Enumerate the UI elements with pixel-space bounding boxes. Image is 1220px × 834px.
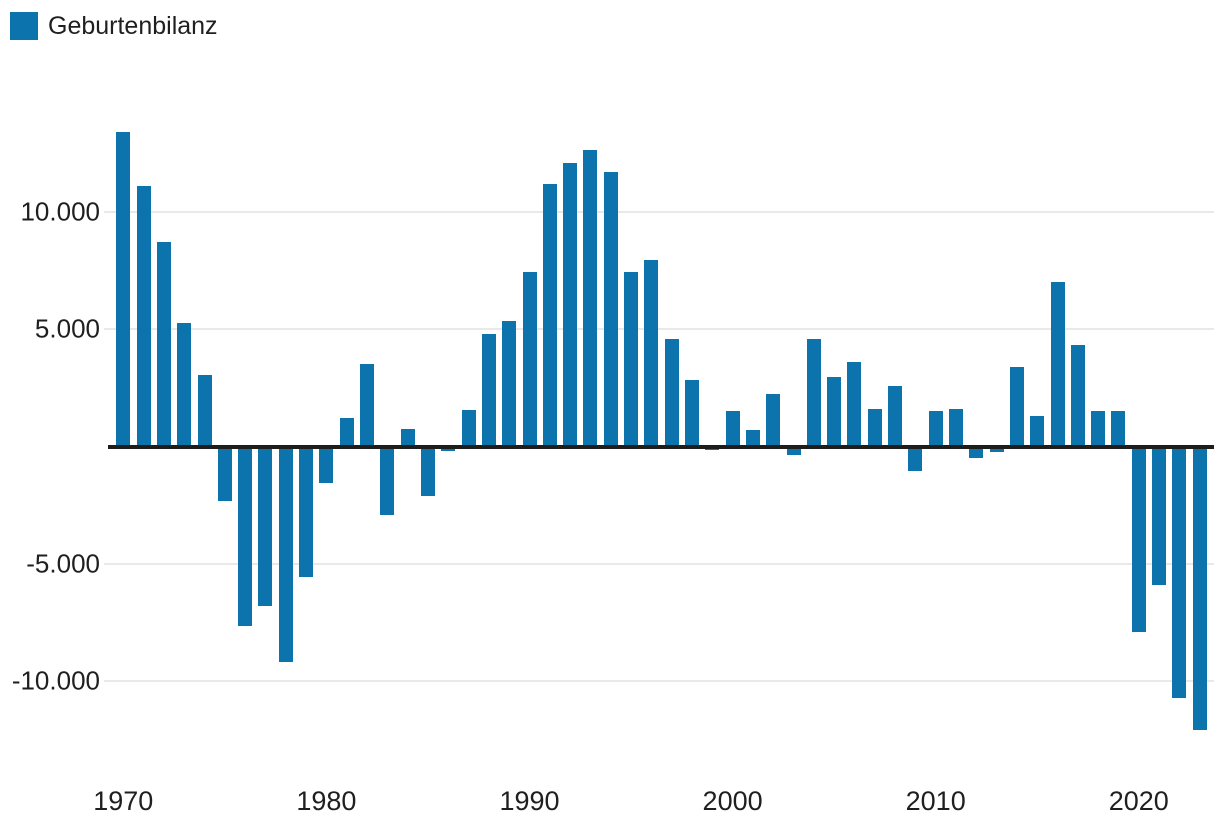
bar-1982 [360, 364, 375, 447]
bar-1977 [258, 446, 273, 607]
bar-1984 [400, 429, 415, 447]
bar-1972 [156, 242, 171, 447]
bar-1987 [461, 410, 476, 447]
gridline [104, 680, 1214, 683]
gridline [104, 562, 1214, 565]
bar-1981 [339, 418, 354, 447]
bar-2015 [1030, 416, 1045, 447]
bar-1993 [583, 149, 598, 447]
legend-label: Geburtenbilanz [48, 12, 218, 40]
bar-2001 [745, 430, 760, 447]
bar-2003 [786, 446, 801, 455]
bar-2012 [969, 446, 984, 459]
y-tick-label: -5.000 [26, 548, 100, 579]
bar-1985 [420, 446, 435, 496]
bar-1990 [522, 271, 537, 447]
bar-2005 [827, 377, 842, 447]
bar-2014 [1009, 366, 1024, 447]
gridline [104, 328, 1214, 331]
bar-1973 [177, 323, 192, 447]
bar-1978 [278, 446, 293, 663]
bar-1975 [217, 446, 232, 501]
x-tick-label: 1990 [499, 786, 560, 816]
bar-2023 [1192, 446, 1207, 731]
bar-1989 [502, 321, 517, 447]
bar-2019 [1111, 411, 1126, 447]
y-tick-label: -10.000 [11, 665, 100, 696]
zero-axis-line [108, 444, 1214, 449]
gridline [104, 211, 1214, 213]
legend-swatch-icon [10, 12, 38, 40]
bar-1976 [238, 446, 253, 627]
x-tick-label: 2020 [1108, 786, 1169, 816]
bar-2018 [1091, 411, 1106, 447]
bar-2007 [867, 409, 882, 447]
bar-2010 [928, 411, 943, 447]
bar-2006 [847, 362, 862, 447]
bar-2002 [766, 393, 781, 447]
bar-2021 [1152, 446, 1167, 585]
bar-2020 [1131, 446, 1146, 632]
bar-1995 [624, 271, 639, 447]
bar-1992 [563, 162, 578, 447]
bar-1998 [684, 379, 699, 447]
bar-1974 [197, 375, 212, 447]
bar-1991 [542, 183, 557, 447]
bar-2004 [806, 338, 821, 447]
bar-2022 [1172, 446, 1187, 698]
bar-1979 [299, 446, 314, 577]
bar-1980 [319, 446, 334, 483]
legend: Geburtenbilanz [10, 12, 218, 40]
bar-1986 [441, 446, 456, 452]
bar-1983 [380, 446, 395, 515]
x-tick-label: 2000 [702, 786, 763, 816]
bar-1988 [481, 333, 496, 447]
x-tick-label: 2010 [905, 786, 966, 816]
x-tick-label: 1980 [296, 786, 357, 816]
bar-2000 [725, 411, 740, 447]
bar-1996 [644, 260, 659, 447]
bar-2016 [1050, 282, 1065, 447]
bar-1994 [603, 172, 618, 447]
bar-2008 [888, 385, 903, 447]
bar-2017 [1070, 344, 1085, 447]
y-tick-label: 10.000 [20, 196, 100, 227]
bar-1971 [136, 186, 151, 447]
bar-2013 [989, 446, 1004, 453]
y-tick-label: 5.000 [34, 313, 100, 344]
x-tick-label: 1970 [93, 786, 154, 816]
bar-2009 [908, 446, 923, 472]
bar-1970 [116, 132, 131, 447]
bar-2011 [949, 409, 963, 447]
bar-1997 [664, 338, 679, 447]
